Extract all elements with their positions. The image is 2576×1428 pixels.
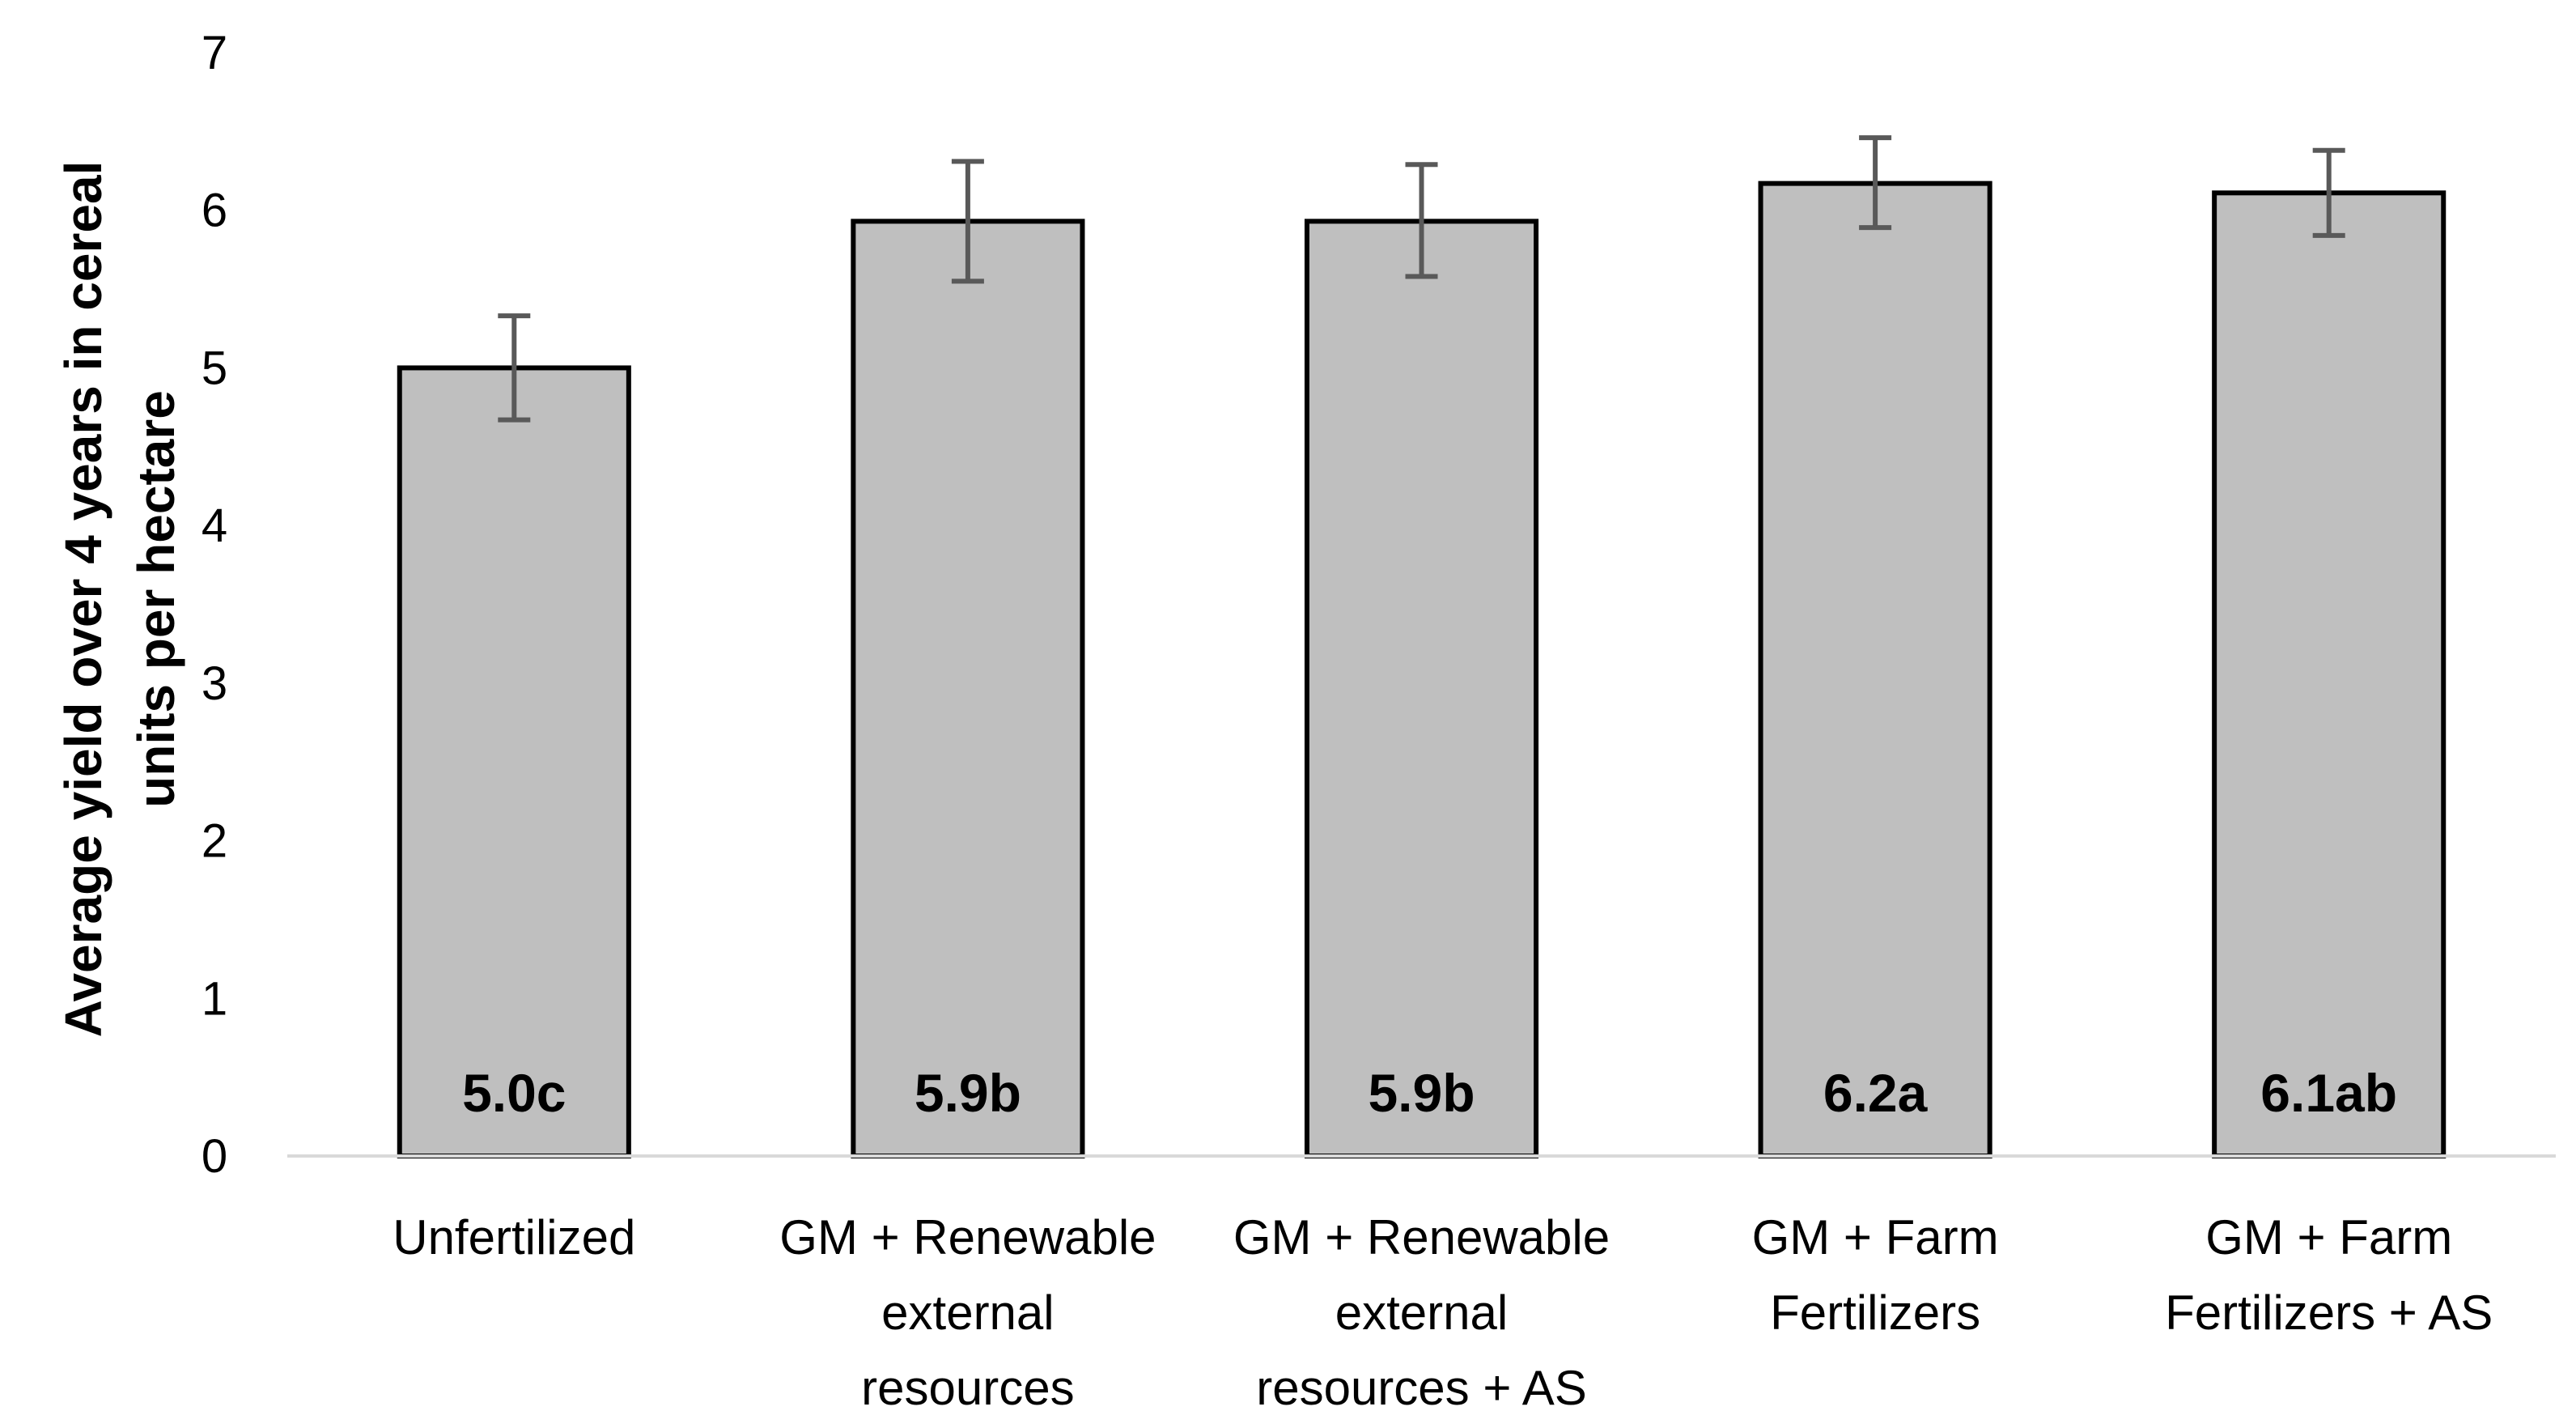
y-tick-label: 3 [202, 657, 227, 710]
x-tick-label: GM + Renewable external resources + AS [1233, 1210, 1610, 1415]
x-tick-label-line: Fertilizers [1770, 1286, 1980, 1340]
bar [2212, 190, 2447, 1159]
y-axis-title: Average yield over 4 years in cereal unit… [54, 161, 185, 1038]
x-tick-label-line: resources + AS [1256, 1361, 1587, 1415]
data-label: 5.0c [462, 1063, 566, 1123]
bar [851, 219, 1085, 1159]
data-label: 5.9b [915, 1063, 1021, 1123]
y-tick-label: 6 [202, 185, 227, 237]
bars: 5.0c 5.9b 5.9b 6.2a 6.1ab [397, 135, 2447, 1159]
x-tick-label-line: external [881, 1286, 1054, 1340]
y-axis-title-line: Average yield over 4 years in cereal [54, 161, 112, 1038]
x-tick-label-line: resources [861, 1361, 1074, 1415]
x-tick-label: GM + Farm Fertilizers + AS [2165, 1210, 2493, 1340]
x-tick-label-line: GM + Renewable [1233, 1210, 1610, 1264]
data-label: 6.2a [1823, 1063, 1929, 1123]
x-tick-label: Unfertilized [393, 1210, 635, 1264]
x-tick-label-line: Fertilizers + AS [2165, 1286, 2493, 1340]
y-tick-label: 2 [202, 815, 227, 868]
bar [1758, 181, 1992, 1158]
y-tick-label: 7 [202, 27, 227, 79]
x-tick-label: GM + Farm Fertilizers [1752, 1210, 1999, 1340]
bar [1304, 219, 1539, 1159]
y-axis-label: Average yield over 4 years in cereal unit… [54, 161, 185, 1038]
y-tick-label: 1 [202, 972, 227, 1025]
x-tick-label-line: GM + Farm [1752, 1210, 1999, 1264]
data-label: 6.1ab [2260, 1063, 2397, 1123]
x-axis-category-labels: Unfertilized GM + Renewable external resour… [393, 1210, 2493, 1415]
x-tick-label-line: Unfertilized [393, 1210, 635, 1264]
y-tick-label: 4 [202, 499, 227, 552]
x-tick-label-line: GM + Renewable [779, 1210, 1156, 1264]
y-tick-label: 5 [202, 342, 227, 394]
x-tick-label-line: external [1335, 1286, 1508, 1340]
x-tick-label-line: GM + Farm [2205, 1210, 2452, 1264]
y-tick-label: 0 [202, 1130, 227, 1183]
y-axis-title-line: units per hectare [127, 390, 185, 808]
y-axis-ticks: 0 1 2 3 4 5 6 7 [202, 27, 227, 1183]
data-label: 5.9b [1368, 1063, 1475, 1123]
bar [397, 365, 631, 1158]
x-tick-label: GM + Renewable external resources [779, 1210, 1156, 1415]
